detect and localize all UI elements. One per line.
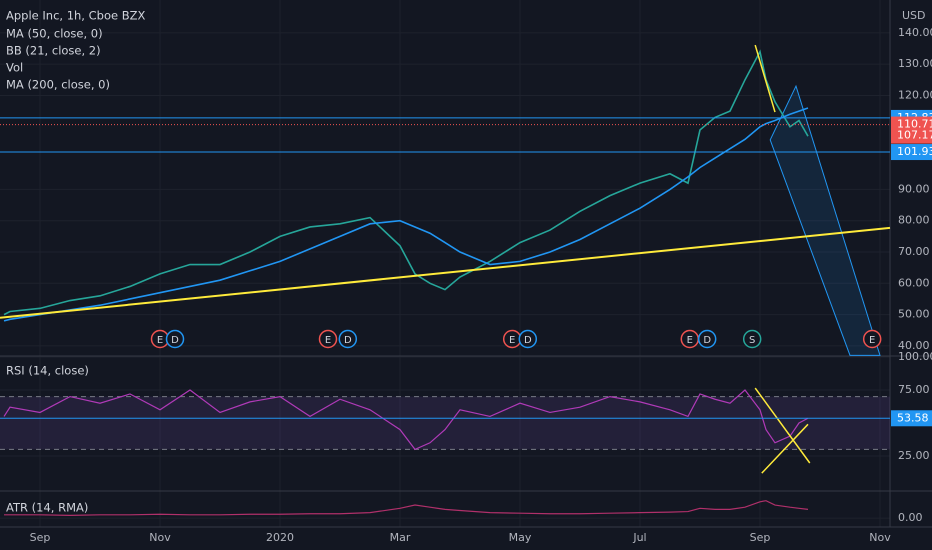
y-tick-label: 0.00 xyxy=(898,511,923,524)
y-tick-label: 25.00 xyxy=(898,449,930,462)
rsi-cross-line xyxy=(761,423,809,474)
series-line xyxy=(3,389,809,451)
price-label: 101.93 xyxy=(897,145,932,158)
y-tick-label: 75.00 xyxy=(898,383,930,396)
event-label: E xyxy=(325,335,331,346)
x-tick-label: Nov xyxy=(149,531,171,544)
drop-line xyxy=(754,44,776,113)
event-marker xyxy=(338,329,358,349)
event-label: D xyxy=(703,335,711,346)
y-tick-label: 130.00 xyxy=(898,57,932,70)
channel xyxy=(769,84,881,356)
event-marker xyxy=(165,329,185,349)
y-tick-label: 70.00 xyxy=(898,245,930,258)
event-marker xyxy=(318,329,338,349)
x-tick-label: Nov xyxy=(869,531,891,544)
rsi-label-box xyxy=(891,410,932,427)
rsi-band xyxy=(0,396,890,450)
event-label: E xyxy=(509,335,515,346)
price-label-box xyxy=(891,144,932,161)
rsi-cross-line xyxy=(754,387,811,464)
currency: USD xyxy=(902,9,926,22)
x-tick-label: Mar xyxy=(390,531,411,544)
x-tick-label: Jul xyxy=(632,531,646,544)
event-marker xyxy=(697,329,717,349)
indicator-legend: MA (50, close, 0) xyxy=(6,27,103,41)
price-label-box xyxy=(891,127,932,144)
event-label: E xyxy=(869,335,875,346)
series-line xyxy=(3,49,809,316)
price-label: 107.17 xyxy=(897,129,932,142)
y-tick-label: 80.00 xyxy=(898,214,930,227)
rsi-label: 53.58 xyxy=(897,411,929,424)
y-tick-label: 120.00 xyxy=(898,88,932,101)
indicator-legend: BB (21, close, 2) xyxy=(6,44,101,58)
y-tick-label: 140.00 xyxy=(898,26,932,39)
event-label: D xyxy=(171,335,179,346)
price-label: 110.71 xyxy=(897,118,932,131)
y-tick-label: 100.00 xyxy=(898,350,932,363)
x-tick-label: May xyxy=(509,531,532,544)
event-label: E xyxy=(157,335,163,346)
y-tick-label: 60.00 xyxy=(898,276,930,289)
event-label: E xyxy=(687,335,693,346)
indicator-legend: MA (200, close, 0) xyxy=(6,78,110,92)
event-label: S xyxy=(749,335,755,346)
y-tick-label: 50.00 xyxy=(898,308,930,321)
atr-title: ATR (14, RMA) xyxy=(6,501,88,515)
trendline xyxy=(0,226,891,319)
rsi-title: RSI (14, close) xyxy=(6,364,89,378)
series-line xyxy=(3,107,809,322)
y-tick-label: 40.00 xyxy=(898,339,930,352)
series-line xyxy=(4,500,809,516)
event-label: D xyxy=(524,335,532,346)
x-tick-label: Sep xyxy=(750,531,771,544)
x-tick-label: 2020 xyxy=(266,531,294,544)
indicator-legend: Vol xyxy=(6,61,23,75)
y-tick-label: 90.00 xyxy=(898,182,930,195)
chart-title: Apple Inc, 1h, Cboe BZX xyxy=(6,9,145,23)
x-tick-label: Sep xyxy=(30,531,51,544)
event-marker xyxy=(862,329,882,349)
event-marker xyxy=(742,329,762,349)
event-label: D xyxy=(344,335,352,346)
event-marker xyxy=(518,329,538,349)
